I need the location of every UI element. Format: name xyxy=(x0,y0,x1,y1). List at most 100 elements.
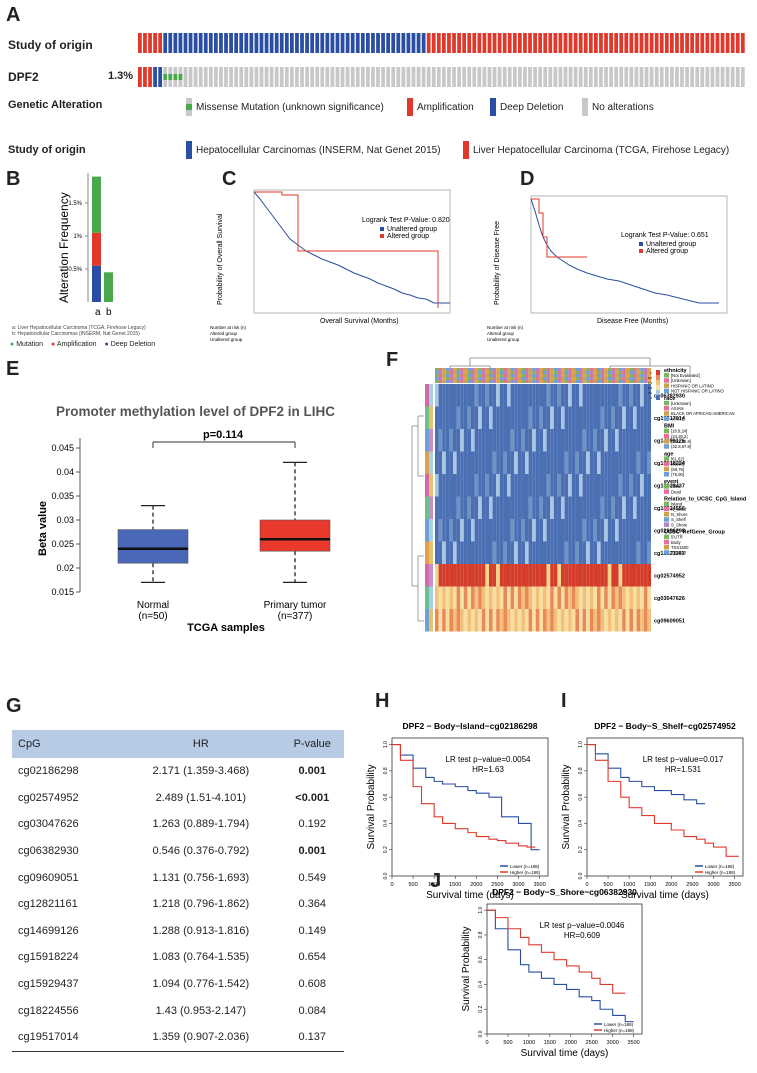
table-row: cg03047626 1.263 (0.889-1.794) 0.192 xyxy=(12,811,344,838)
gene-cell xyxy=(254,67,259,87)
cpg-cell: cg19517014 xyxy=(12,1023,122,1052)
km-line-lower xyxy=(392,744,540,851)
c-xlabel: Overall Survival (Months) xyxy=(320,318,399,325)
gene-cell xyxy=(421,67,426,87)
legend-missense: Missense Mutation (unknown significance) xyxy=(186,98,384,116)
km-title: DPF2 − Body−Island−cg02186298 xyxy=(403,721,538,731)
study-cell xyxy=(452,33,456,53)
study-cell xyxy=(350,33,355,53)
km-xtick: 1500 xyxy=(449,882,461,888)
gene-cell xyxy=(330,67,335,87)
f-legend-item: BLACK OR AFRICAN AMERICAN xyxy=(671,411,735,416)
missense-mark xyxy=(168,74,173,80)
study-cell xyxy=(183,33,188,53)
f-legend-item: Alive xyxy=(671,484,681,489)
missense-mark xyxy=(163,74,168,80)
km-ytick: 0.2 xyxy=(578,846,584,853)
b-xcat-a: a xyxy=(95,307,101,318)
km-xtick: 2000 xyxy=(565,1040,577,1046)
f-legend-item: (28.2,32.8] xyxy=(671,439,691,444)
gene-cell xyxy=(649,67,654,87)
km-line-lower xyxy=(487,909,634,1023)
panel-f-label: F xyxy=(386,349,399,371)
gene-cell xyxy=(528,67,532,87)
study-cell xyxy=(695,33,700,53)
study-cell xyxy=(730,33,735,53)
e-ytick: 0.03 xyxy=(56,515,74,525)
study-cell xyxy=(528,33,532,53)
pvalue-cell: <0.001 xyxy=(295,791,330,804)
study-cell xyxy=(254,33,259,53)
methylation-boxplot: Beta value 0.015 0.02 0.025 0.03 0.035 0.04 0.… xyxy=(37,429,331,634)
study-cell xyxy=(675,33,679,53)
km-xtick: 3500 xyxy=(533,882,545,888)
gene-cell xyxy=(401,67,406,87)
f-legend-item: [Not Evaluated] xyxy=(671,373,700,378)
study-cell xyxy=(573,33,578,53)
table-row: cg15929437 1.094 (0.776-1.542) 0.608 xyxy=(12,971,344,998)
gene-cell xyxy=(208,67,213,87)
gene-cell xyxy=(416,67,421,87)
study-cell xyxy=(153,33,157,53)
gene-cell xyxy=(138,67,142,87)
km-xtick: 1000 xyxy=(428,882,440,888)
gene-cell xyxy=(406,67,411,87)
e-title: Promoter methylation level of DPF2 in LI… xyxy=(56,404,336,419)
pvalue-cell: 0.149 xyxy=(298,924,327,937)
gene-cell xyxy=(502,67,507,87)
gene-cell xyxy=(431,67,436,87)
svg-text:0: 0 xyxy=(650,396,652,400)
km-xtick: 3000 xyxy=(607,1040,619,1046)
f-legend-item: [Unknown] xyxy=(671,401,691,406)
km-legend-item: Lower (n=188) xyxy=(510,864,540,869)
study-cell xyxy=(639,33,644,53)
gene-cell xyxy=(391,67,396,87)
study-cell xyxy=(284,33,289,53)
f-legend-item: [Unknown] xyxy=(671,378,691,383)
study-cell xyxy=(290,33,294,53)
km-ytick: 0.4 xyxy=(578,820,584,827)
f-legend-item: (76,90] xyxy=(671,472,684,477)
gene-cell xyxy=(695,67,700,87)
gene-cell xyxy=(654,67,659,87)
e-group-normal-n: (n=50) xyxy=(138,611,167,622)
gene-cell xyxy=(675,67,679,87)
gene-cell xyxy=(558,67,563,87)
e-ytick: 0.02 xyxy=(56,563,74,573)
study-cell xyxy=(366,33,370,53)
study-cell xyxy=(208,33,213,53)
study-cell xyxy=(396,33,401,53)
gene-cell xyxy=(426,67,431,87)
e-ytick: 0.035 xyxy=(51,491,74,501)
km-test: LR test p−value=0.0046 xyxy=(540,921,626,930)
gene-cell xyxy=(442,67,446,87)
legend-deep-deletion: Deep Deletion xyxy=(490,98,563,116)
f-probe-label: cg09609051 xyxy=(654,618,685,624)
b-legend: ● Mutation ● Amplification ● Deep Deleti… xyxy=(10,341,156,348)
hr-cell: 2.171 (1.359-3.468) xyxy=(152,765,250,778)
study-cell xyxy=(659,33,664,53)
gene-cell xyxy=(143,67,147,87)
study-cell xyxy=(654,33,659,53)
f-legend-item: N_Shelf xyxy=(671,507,687,512)
km-xtick: 0 xyxy=(390,882,393,888)
legend-study-inserm: Hepatocellular Carcinomas (INSERM, Nat G… xyxy=(186,141,441,159)
study-cell xyxy=(588,33,593,53)
e-ytick: 0.015 xyxy=(51,587,74,597)
km-hr: HR=1.531 xyxy=(665,765,702,774)
hr-cell: 1.083 (0.764-1.535) xyxy=(152,951,250,964)
gene-cell xyxy=(548,67,553,87)
study-cell xyxy=(685,33,689,53)
study-cell xyxy=(644,33,649,53)
cpg-cell: cg02186298 xyxy=(18,765,79,778)
gene-cell xyxy=(279,67,284,87)
f-probe-label: cg19517014 xyxy=(654,416,686,422)
study-cell xyxy=(740,33,745,53)
svg-text:0.8: 0.8 xyxy=(648,376,653,380)
methylation-heatmap: cg06382930 cg19517014 cg14699126 cg15918224… xyxy=(411,357,746,632)
km-hr: HR=0.609 xyxy=(564,931,601,940)
gene-cell xyxy=(497,67,502,87)
pvalue-cell: 0.192 xyxy=(298,818,327,831)
f-legend-title: ethnicity xyxy=(664,368,688,374)
gene-cell xyxy=(507,67,512,87)
